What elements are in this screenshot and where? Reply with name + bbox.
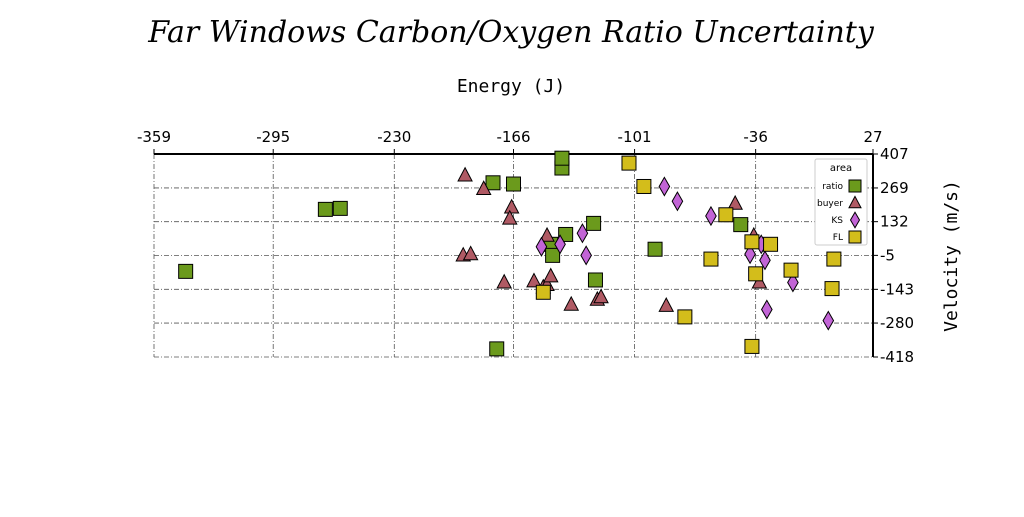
point-ks [705, 205, 717, 227]
point-buyer [496, 273, 513, 289]
point-ks [658, 176, 671, 197]
point-buyer [457, 166, 473, 182]
point-buyer [475, 180, 492, 196]
chart-title: Far Windows Carbon/Oxygen Ratio Uncertai… [147, 15, 875, 50]
x-axis-label: Energy (J) [457, 76, 565, 97]
point-ratio [178, 263, 194, 279]
point-buyer [501, 209, 518, 225]
legend-label-buyer: buyer [817, 199, 843, 209]
point-buyer [727, 194, 743, 210]
legend-marker-fl [848, 230, 862, 244]
point-buyer [503, 198, 520, 214]
x-tick-label: -230 [377, 128, 411, 146]
point-ks [759, 250, 771, 271]
point-fl [744, 338, 760, 354]
y-tick-label: 269 [880, 179, 909, 197]
point-buyer [593, 288, 609, 304]
point-ks [576, 223, 589, 244]
y-tick-label: -143 [880, 280, 914, 298]
legend-marker-buyer [848, 195, 862, 209]
point-fl [826, 251, 842, 267]
point-fl [783, 262, 799, 278]
y-tick-label: -5 [880, 246, 895, 264]
point-ks [744, 244, 756, 265]
y-tick-label: -418 [880, 348, 914, 366]
point-fl [703, 251, 719, 267]
point-ks [760, 299, 773, 320]
legend-title: area [830, 163, 852, 174]
point-buyer [563, 295, 580, 311]
y-tick-label: -280 [880, 314, 914, 332]
point-fl [621, 155, 637, 171]
point-fl [535, 284, 551, 300]
point-ratio [554, 150, 570, 166]
point-ratio [545, 247, 561, 263]
x-tick-label: -166 [496, 128, 530, 146]
point-ratio [587, 272, 603, 288]
point-ratio [489, 341, 505, 357]
data-points [178, 150, 842, 357]
x-tick-label: -36 [743, 128, 768, 146]
point-ratio [586, 215, 602, 231]
point-ks [580, 245, 592, 266]
point-buyer [539, 226, 555, 242]
point-fl [748, 266, 764, 282]
x-tick-label: -359 [137, 128, 171, 146]
x-tick-label: -101 [618, 128, 652, 146]
point-buyer [751, 273, 768, 289]
point-fl [677, 309, 693, 325]
point-ks [822, 310, 835, 331]
point-ks [787, 272, 799, 293]
legend-label-ks: KS [831, 216, 843, 226]
point-fl [763, 236, 779, 252]
point-ratio [332, 200, 348, 216]
point-ks [671, 191, 684, 212]
point-buyer [526, 272, 542, 288]
y-tick-label: 407 [880, 145, 909, 163]
point-ratio [647, 241, 663, 257]
y-axis-label: Velocity (m/s) [941, 180, 962, 332]
x-tick-label: 27 [863, 128, 882, 146]
legend-label-fl: FL [833, 233, 843, 243]
legend-marker-ratio [848, 179, 862, 193]
point-ratio [317, 201, 333, 217]
legend: area ratio buyer KS FL [814, 158, 868, 246]
point-ratio [506, 176, 521, 192]
point-ratio [733, 217, 749, 233]
x-tick-label: -295 [256, 128, 290, 146]
point-fl [744, 234, 760, 250]
point-fl [636, 178, 652, 194]
point-fl [824, 281, 840, 297]
point-ks [554, 234, 566, 255]
point-ratio [485, 175, 501, 191]
legend-label-ratio: ratio [822, 182, 843, 192]
legend-marker-ks [849, 211, 861, 229]
point-buyer [462, 245, 479, 261]
point-ks [535, 236, 548, 257]
point-buyer [542, 267, 559, 283]
point-buyer [658, 297, 675, 312]
y-tick-label: 132 [880, 213, 909, 231]
point-fl [718, 207, 734, 223]
